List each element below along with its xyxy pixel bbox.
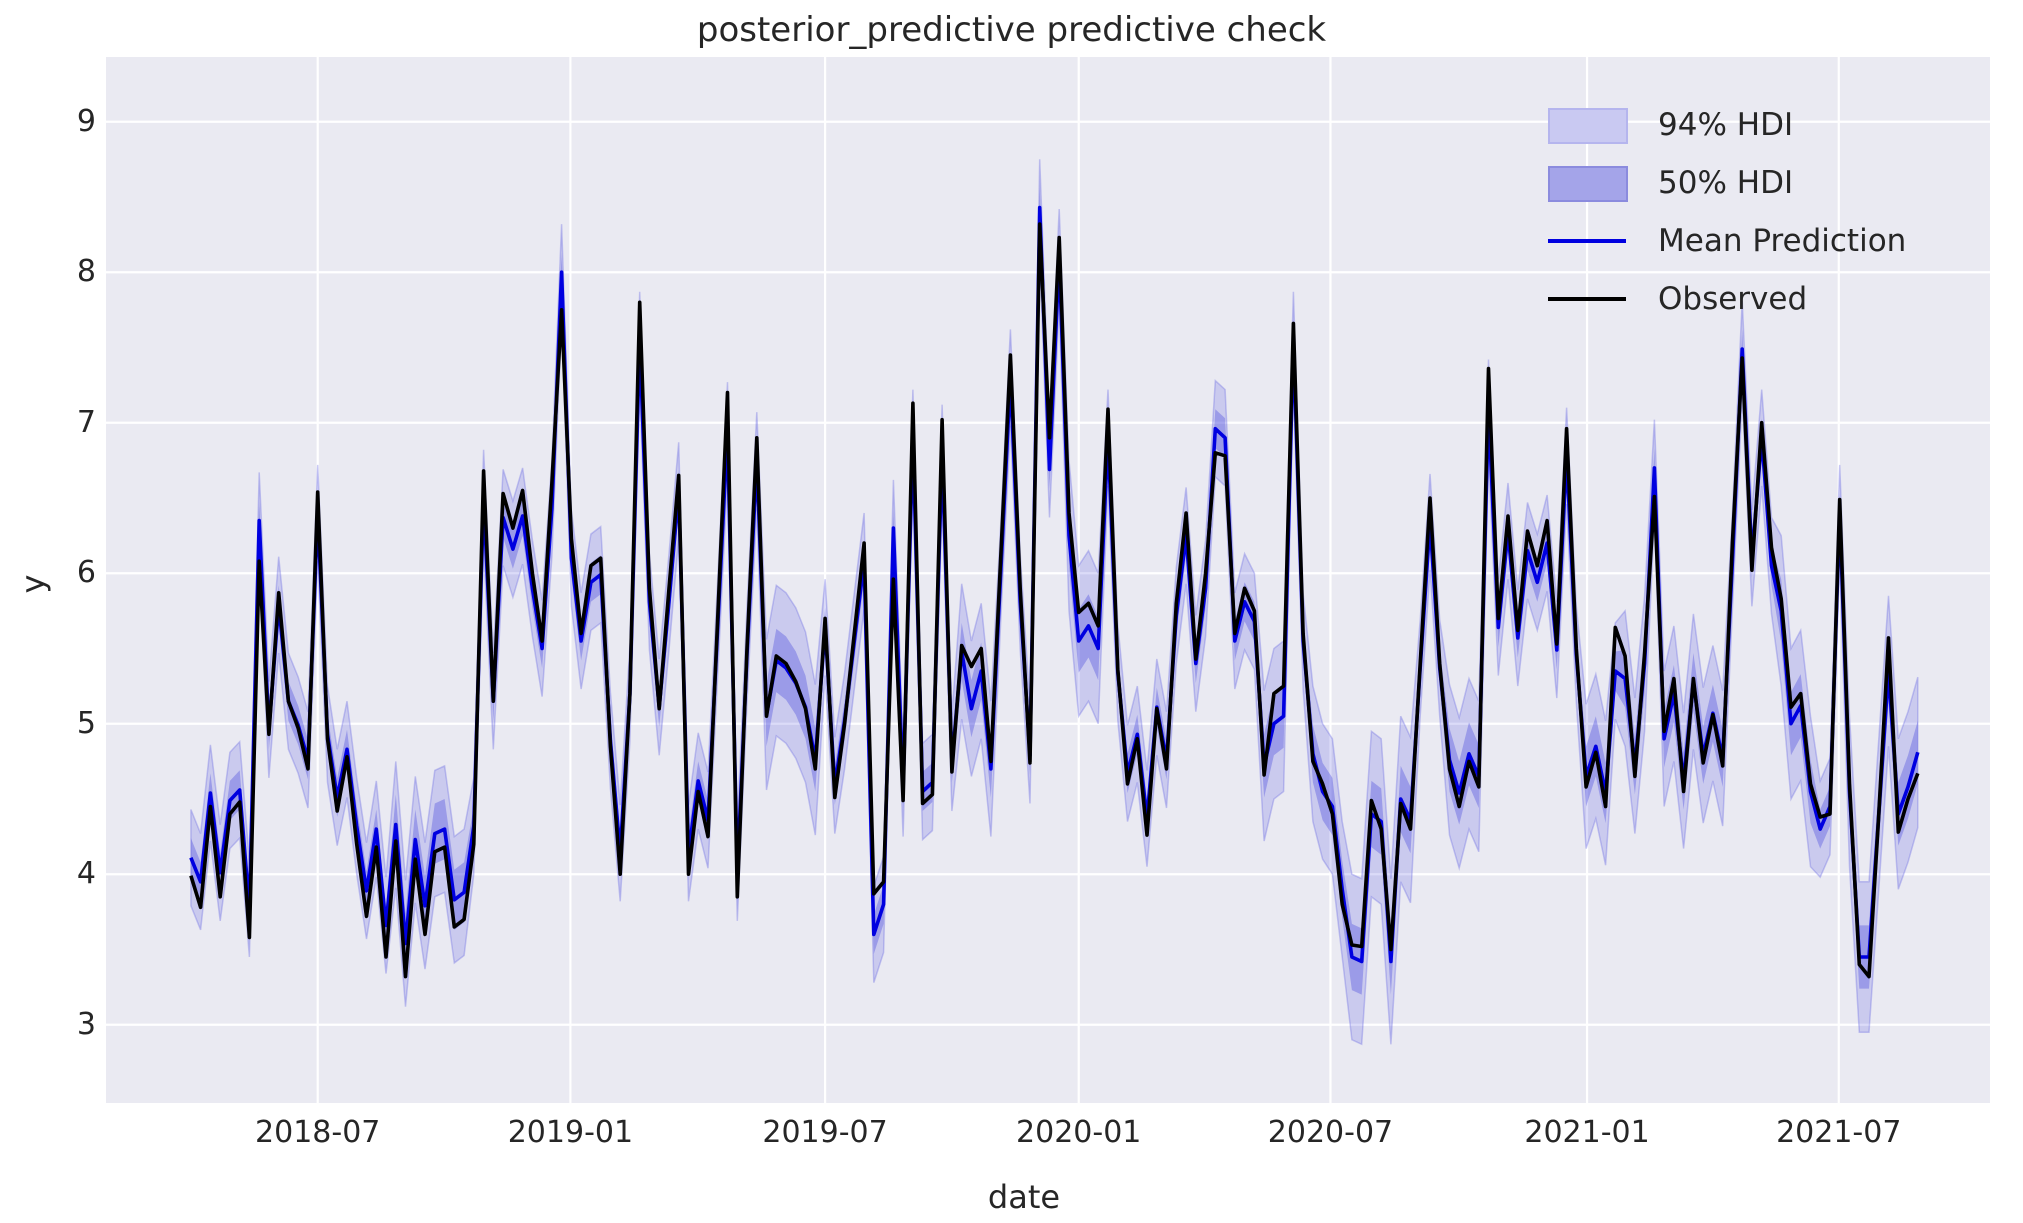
- legend-item-observed: Observed: [1548, 270, 1906, 328]
- y-tick-label: 5: [76, 705, 96, 741]
- y-tick-label: 6: [76, 555, 96, 591]
- y-tick-label: 9: [76, 103, 96, 139]
- x-tick-label: 2021-01: [1524, 1115, 1650, 1150]
- legend-label: Mean Prediction: [1658, 223, 1907, 259]
- x-tick-label: 2021-07: [1776, 1115, 1902, 1150]
- legend-label: Observed: [1658, 281, 1808, 317]
- grid-lines: [106, 57, 1990, 1103]
- x-tick-label: 2018-07: [255, 1115, 381, 1150]
- legend-item-94-hdi: 94% HDI: [1548, 96, 1906, 154]
- hdi94-patch-icon: [1548, 108, 1628, 144]
- y-tick-label: 7: [76, 404, 96, 440]
- series-group: [189, 159, 1920, 1046]
- chart-title: posterior_predictive predictive check: [696, 10, 1327, 50]
- legend-label: 50% HDI: [1658, 165, 1794, 201]
- mean-line-icon: [1548, 224, 1626, 258]
- x-tick-label: 2020-01: [1016, 1115, 1142, 1150]
- legend-label: 94% HDI: [1658, 107, 1794, 143]
- legend-item-mean-prediction: Mean Prediction: [1548, 212, 1906, 270]
- x-tick-label: 2020-07: [1267, 1115, 1394, 1150]
- legend: 94% HDI 50% HDI Mean Prediction Observed: [1548, 96, 1906, 328]
- plot-area-background: [106, 57, 1990, 1103]
- observed-line: [189, 222, 1920, 979]
- x-axis-label: date: [987, 1178, 1061, 1216]
- x-tick-label: 2019-01: [507, 1115, 634, 1150]
- observed-line-icon: [1548, 282, 1626, 316]
- hdi50-patch-icon: [1548, 166, 1628, 202]
- legend-item-50-hdi: 50% HDI: [1548, 154, 1906, 212]
- y-tick-label: 4: [76, 856, 96, 892]
- y-tick-label: 8: [76, 254, 96, 290]
- y-tick-label: 3: [76, 1006, 96, 1042]
- x-tick-label: 2019-07: [762, 1115, 888, 1150]
